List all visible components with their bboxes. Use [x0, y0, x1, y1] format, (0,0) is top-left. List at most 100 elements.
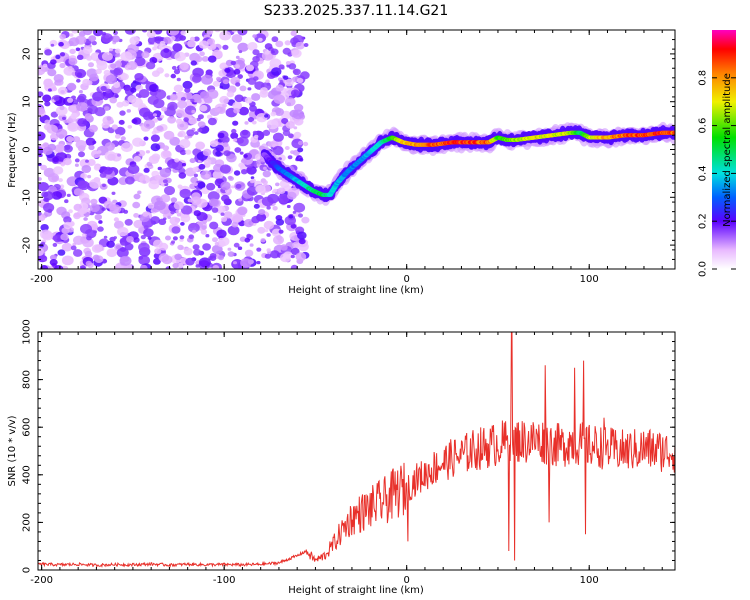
- spectrogram-cell: [249, 105, 257, 112]
- spectrogram-cell: [44, 101, 51, 107]
- spectrogram-cell: [104, 142, 116, 151]
- spectrogram-cell: [120, 51, 133, 62]
- spectrogram-cell: [131, 97, 143, 108]
- spectrogram-cell: [78, 90, 83, 94]
- spectrogram-cell: [172, 160, 184, 171]
- spectrogram-cell: [238, 74, 243, 78]
- spectrogram-cell: [113, 82, 121, 88]
- spectrogram-cell: [189, 158, 196, 164]
- snr-series-line: [38, 332, 675, 568]
- spectrogram-cell: [135, 93, 141, 97]
- spectrogram-cell: [91, 244, 103, 253]
- spectrogram-cell: [86, 68, 98, 78]
- spectrogram-cell: [266, 233, 271, 237]
- spectrogram-cell: [216, 229, 227, 239]
- spectrogram-cell: [199, 51, 205, 57]
- spectrogram-cell: [105, 74, 117, 85]
- spectrogram-cell: [43, 191, 54, 201]
- spectrogram-cell: [273, 94, 285, 104]
- spectrogram-cell: [41, 231, 54, 241]
- spectrogram-cell: [172, 263, 179, 269]
- spectrogram-cell: [40, 241, 46, 246]
- spectrogram-cell: [54, 265, 64, 269]
- spectrogram-cell: [173, 201, 184, 210]
- spectrogram-cell: [66, 118, 74, 124]
- spectrogram-cell: [169, 136, 181, 146]
- spectrogram-cell: [62, 116, 66, 120]
- spectrogram-cell: [191, 109, 196, 114]
- spectrogram-cell: [113, 236, 117, 240]
- spectrogram-cell: [252, 34, 257, 38]
- spectrogram-cell: [197, 181, 206, 189]
- spectrogram-cell: [170, 73, 176, 79]
- spectrogram-cell: [266, 82, 271, 86]
- spectrogram-cell: [249, 179, 255, 184]
- spectrogram-cell: [171, 240, 175, 244]
- spectrogram-cell: [230, 132, 239, 140]
- spectrogram-cell: [81, 165, 92, 173]
- spectrogram-cell: [135, 84, 144, 92]
- colorbar: 0.0 0.2 0.4 0.6 0.8 Normalized spectral ampl…: [698, 30, 736, 277]
- spectrogram-cell: [204, 158, 212, 166]
- spectrogram-cell: [74, 163, 79, 167]
- spectrogram-cell: [285, 61, 291, 65]
- spectrogram-cell: [184, 87, 191, 93]
- spectrogram-cell: [42, 94, 52, 103]
- spectrogram-cell: [284, 78, 294, 87]
- spectrogram-cell: [50, 59, 57, 65]
- spectrogram-cell: [230, 60, 236, 66]
- spectrogram-cell: [138, 255, 150, 266]
- spectrogram-cell: [233, 242, 240, 248]
- y-tick-label: 1000: [22, 319, 33, 344]
- spectrogram-cell: [38, 255, 48, 263]
- spectrogram-cell: [103, 69, 111, 76]
- spectrogram-cell: [47, 173, 60, 183]
- spectrogram-cell: [186, 129, 195, 137]
- spectrogram-cell: [44, 119, 51, 125]
- spectrogram-cell: [292, 210, 297, 214]
- spectrogram-cell: [76, 95, 86, 103]
- spectrogram-cell: [198, 163, 206, 170]
- spectrogram-cell: [269, 250, 280, 259]
- spectrogram-cell: [149, 84, 159, 92]
- spectrogram-cell: [180, 214, 191, 223]
- spectrogram-cell: [206, 182, 216, 191]
- spectrogram-cell: [204, 173, 210, 179]
- spectrogram-cell: [117, 226, 129, 237]
- spectrogram-cell: [133, 155, 141, 163]
- spectrogram-cell: [99, 100, 104, 104]
- spectrogram-cell: [175, 110, 185, 118]
- spectrogram-cell: [103, 166, 113, 175]
- spectrogram-cell: [53, 74, 64, 83]
- spectrogram-cell: [252, 49, 260, 56]
- spectrogram-cell: [299, 158, 304, 162]
- spectrogram-cell: [239, 129, 251, 139]
- spectrogram-cell: [152, 46, 157, 51]
- spectrogram-cell: [216, 76, 222, 82]
- spectrogram-cell: [133, 219, 144, 229]
- colorbar-ticks: 0.0 0.2 0.4 0.6 0.8: [698, 70, 736, 277]
- spectrogram-cell: [44, 49, 52, 56]
- spectrogram-cell: [240, 258, 252, 268]
- spectrogram-cell: [145, 150, 150, 154]
- spectrogram-cell: [59, 52, 66, 57]
- spectrogram-cell: [167, 215, 172, 219]
- spectrogram-cell: [195, 141, 206, 150]
- spectrogram-cell: [272, 206, 278, 211]
- spectrogram-cell: [251, 215, 261, 224]
- spectrogram-cell: [237, 246, 243, 250]
- spectrogram-cell: [150, 134, 160, 142]
- spectrogram-cell: [211, 207, 219, 213]
- spectrogram-cell: [110, 63, 117, 69]
- spectrogram-cell: [180, 96, 186, 102]
- spectrogram-cell: [143, 119, 155, 129]
- spectrogram-cell: [222, 103, 227, 108]
- spectrogram-cell: [49, 259, 58, 266]
- spectrogram-cell: [266, 248, 271, 253]
- spectrogram-cell: [266, 119, 279, 130]
- spectrogram-cell: [191, 196, 202, 206]
- spectrogram-cell: [283, 75, 289, 80]
- spectrogram-cell: [273, 235, 284, 245]
